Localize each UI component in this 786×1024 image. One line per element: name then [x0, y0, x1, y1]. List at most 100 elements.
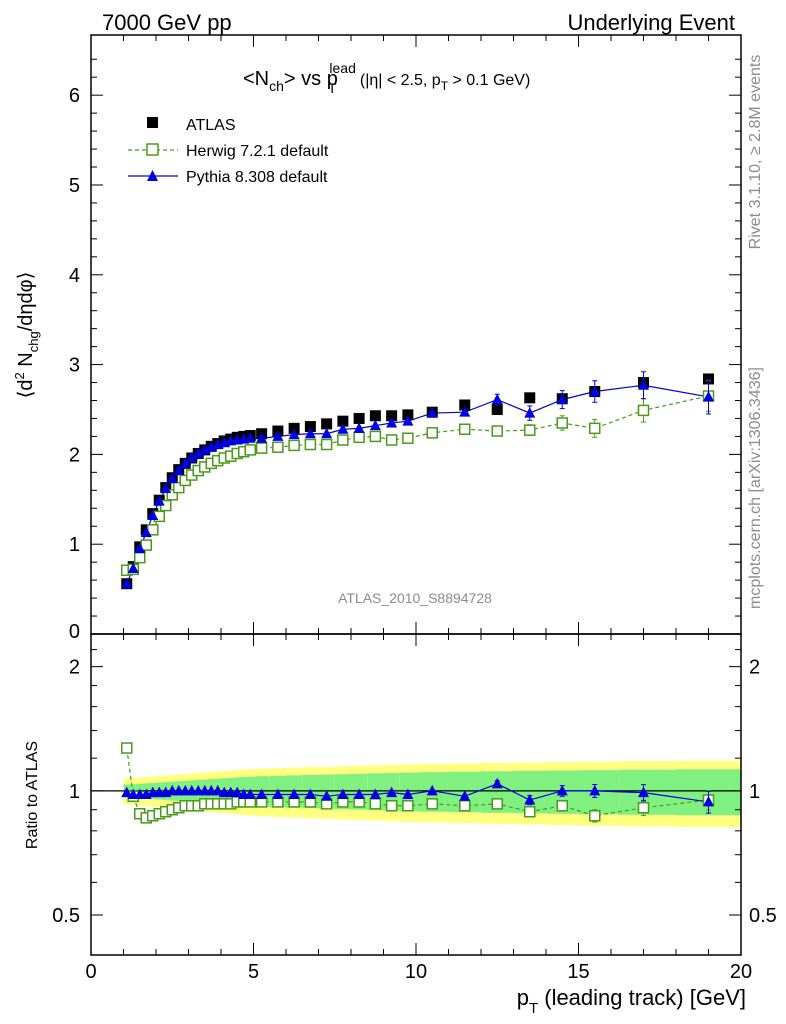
pythia-ratio-point [321, 790, 333, 801]
ratio-y-tick-label-right: 0.5 [749, 905, 777, 927]
header-right: Underlying Event [567, 10, 735, 35]
herwig-point [173, 481, 185, 494]
legend-label-herwig: Herwig 7.2.1 default [186, 143, 329, 160]
atlas-point [288, 422, 300, 434]
header-left: 7000 GeV pp [102, 10, 232, 35]
y-tick-label: 2 [69, 444, 80, 466]
pythia-point [127, 562, 139, 573]
pythia-point [589, 385, 601, 397]
pythia-point [491, 393, 503, 405]
pythia-ratio-point [231, 786, 243, 798]
pythia-point [369, 419, 381, 431]
rivet-label: Rivet 3.1.10, ≥ 2.8M events [747, 55, 764, 250]
legend-marker-atlas [147, 117, 158, 128]
pythia-ratio-point [369, 788, 381, 799]
title-mid: > vs p [284, 68, 338, 90]
herwig-line [126, 395, 709, 571]
herwig-ratio-point [589, 810, 601, 822]
pythia-point [134, 542, 146, 554]
axis-ticks: 0 5 10 15 20 0 1 2 3 4 5 6 0.5 0.5 1 1 2 2 [52, 35, 777, 983]
pythia-point [121, 577, 133, 589]
title-cuts-sub: T [441, 79, 449, 93]
pythia-ratio-point [638, 786, 649, 798]
x-tick-label: 5 [248, 961, 259, 983]
analysis-watermark: ATLAS_2010_S8894728 [338, 590, 492, 606]
plot-title: <Nch> vs pTlead(|η| < 2.5, pT > 0.1 GeV) [243, 60, 530, 96]
y-tick-label: 6 [69, 85, 80, 107]
pythia-point [186, 451, 198, 463]
pythia-point [179, 457, 191, 468]
pythia-point [638, 379, 649, 390]
pythia-ratio-point [121, 786, 133, 798]
y-tick-label: 4 [69, 265, 80, 287]
pythia-ratio-point [402, 788, 414, 799]
pythia-ratio-point [272, 788, 284, 799]
pythia-ratio-point [244, 788, 256, 799]
herwig-point [166, 489, 178, 501]
y-tick-label: 0 [69, 621, 80, 643]
herwig-point [140, 539, 152, 551]
pythia-point [402, 415, 414, 426]
title-lhs-sub: ch [269, 78, 284, 94]
herwig-point [134, 551, 146, 564]
x-tick-label: 0 [85, 961, 96, 983]
atlas-point [337, 415, 349, 427]
ratio-y-tick-label-right: 2 [749, 657, 760, 679]
herwig-ratio-point [491, 798, 503, 810]
pythia-ratio-point [491, 777, 503, 789]
pythia-point [140, 526, 152, 538]
pythia-point [288, 428, 300, 440]
title-mid-sub: T [328, 80, 337, 96]
ratio-y-tick-label: 0.5 [52, 905, 80, 927]
herwig-point [369, 430, 382, 443]
pythia-ratio-point [288, 788, 300, 799]
pythia-ratio-point [703, 795, 714, 807]
ratio-y-tick-label: 1 [69, 781, 80, 803]
atlas-point [524, 392, 536, 404]
herwig-ratio-point [426, 798, 438, 810]
atlas-point [491, 403, 503, 415]
pythia-point [524, 407, 536, 418]
pythia-ratio-point [212, 784, 224, 796]
title-cuts-b: > 0.1 GeV) [448, 72, 530, 89]
mcplots-label: mcplots.cern.ch [arXiv:1306.3436] [747, 367, 764, 609]
herwig-point [426, 427, 438, 439]
pythia-ratio-point [556, 784, 568, 796]
herwig-point [304, 438, 317, 451]
pythia-point [353, 422, 365, 433]
pythia-point [337, 423, 349, 434]
herwig-point [320, 438, 333, 451]
legend-label-atlas: ATLAS [186, 117, 236, 134]
x-tick-label: 20 [730, 961, 752, 983]
pythia-point [703, 390, 714, 402]
x-axis-label: pT (leading track) [GeV] [517, 985, 746, 1017]
herwig-point [459, 423, 471, 435]
atlas-point [304, 421, 316, 433]
herwig-point [255, 442, 268, 454]
pythia-point [556, 393, 568, 405]
pythia-point [160, 482, 172, 494]
pythia-point [321, 427, 333, 439]
title-lhs: <N [243, 68, 269, 90]
herwig-ratio-point [637, 801, 650, 814]
pythia-ratio-point [459, 790, 471, 801]
ratio-y-axis-label: Ratio to ATLAS [24, 741, 41, 849]
main-panel-data [121, 371, 715, 590]
herwig-ratio-point [121, 742, 133, 754]
y-tick-label: 1 [69, 534, 80, 556]
pythia-point [244, 432, 256, 443]
legend-marker-pythia [147, 170, 158, 181]
pythia-point [304, 427, 316, 439]
main-y-axis-label: ⟨d2 Nchg/dηdφ⟩ [12, 272, 41, 399]
herwig-point [524, 424, 536, 436]
pythia-ratio-point [337, 788, 349, 799]
atlas-point [353, 412, 365, 424]
herwig-point [337, 434, 349, 446]
herwig-ratio-point [556, 800, 568, 812]
atlas-point [703, 373, 714, 385]
pythia-line [126, 384, 709, 584]
pythia-ratio-point [589, 784, 601, 796]
pythia-point [192, 447, 204, 458]
herwig-point [402, 432, 414, 444]
herwig-point [556, 417, 568, 429]
